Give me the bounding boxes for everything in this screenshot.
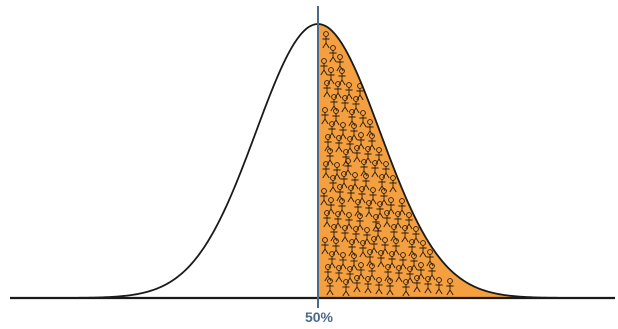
stick-figure-person-icon (401, 225, 409, 243)
stick-figure-person-icon (435, 277, 443, 295)
stick-figure-person-icon (336, 54, 344, 72)
median-percent-label: 50% (304, 309, 334, 325)
stick-figure-person-icon (341, 225, 349, 243)
stick-figure-person-icon (353, 145, 361, 163)
stick-figure-person-icon (389, 175, 397, 193)
stick-figure-person-icon (381, 237, 389, 255)
stick-figure-person-icon (326, 278, 334, 296)
stick-figure-person-icon (362, 173, 370, 191)
people-figures-group (320, 31, 454, 297)
stick-figure-person-icon (364, 276, 372, 294)
stick-figure-person-icon (327, 67, 335, 85)
stick-figure-person-icon (320, 188, 328, 206)
stick-figure-person-icon (398, 198, 406, 216)
stick-figure-person-icon (417, 262, 425, 280)
stick-figure-person-icon (321, 237, 329, 255)
stick-figure-person-icon (347, 185, 355, 203)
stick-figure-person-icon (341, 95, 349, 113)
stick-figure-person-icon (387, 197, 395, 215)
stick-figure-person-icon (342, 279, 350, 297)
stick-figure-person-icon (446, 278, 454, 296)
stick-figure-person-icon (402, 279, 410, 297)
stick-figure-person-icon (406, 266, 414, 284)
stick-figure-person-icon (335, 135, 343, 153)
stick-figure-person-icon (338, 198, 346, 216)
stick-figure-person-icon (399, 252, 407, 270)
stick-figure-person-icon (383, 210, 391, 228)
stick-figure-person-icon (351, 172, 359, 190)
stick-figure-person-icon (424, 276, 432, 294)
stick-figure-person-icon (321, 107, 329, 125)
stick-figure-person-icon (359, 110, 367, 128)
stick-figure-person-icon (334, 211, 342, 229)
stick-figure-person-icon (410, 253, 418, 271)
stick-figure-person-icon (323, 80, 331, 98)
stick-figure-person-icon (353, 275, 361, 293)
stick-figure-person-icon (323, 210, 331, 228)
stick-figure-person-icon (395, 265, 403, 283)
stick-figure-person-icon (413, 275, 421, 293)
stick-figure-person-icon (419, 240, 427, 258)
stick-figure-person-icon (412, 226, 420, 244)
stick-figure-person-icon (386, 278, 394, 296)
stick-figure-person-icon (329, 175, 337, 193)
stick-figure-person-icon (371, 160, 379, 178)
stick-figure-person-icon (369, 187, 377, 205)
stick-figure-person-icon (348, 109, 356, 127)
stick-figure-person-icon (366, 119, 374, 137)
stick-figure-person-icon (377, 250, 385, 268)
stick-figure-person-icon (339, 122, 347, 140)
shaded-right-half-area (318, 24, 615, 298)
stick-figure-person-icon (320, 58, 328, 76)
bell-curve (10, 23, 614, 299)
stick-figure-person-icon (352, 96, 360, 114)
stick-figure-person-icon (394, 211, 402, 229)
stick-figure-person-icon (375, 277, 383, 295)
stick-figure-person-icon (322, 161, 330, 179)
stick-figure-person-icon (322, 31, 330, 49)
stick-figure-person-icon (329, 45, 337, 63)
stick-figure-person-icon (374, 223, 382, 241)
stick-figure-person-icon (333, 162, 341, 180)
stick-figure-person-icon (350, 123, 358, 141)
stick-figure-person-icon (324, 134, 332, 152)
stick-figure-person-icon (346, 266, 354, 284)
stick-figure-person-icon (335, 265, 343, 283)
stick-figure-person-icon (365, 200, 373, 218)
stick-figure-person-icon (408, 239, 416, 257)
stick-figure-person-icon (390, 224, 398, 242)
stick-figure-person-icon (359, 240, 367, 258)
stick-figure-person-icon (384, 264, 392, 282)
